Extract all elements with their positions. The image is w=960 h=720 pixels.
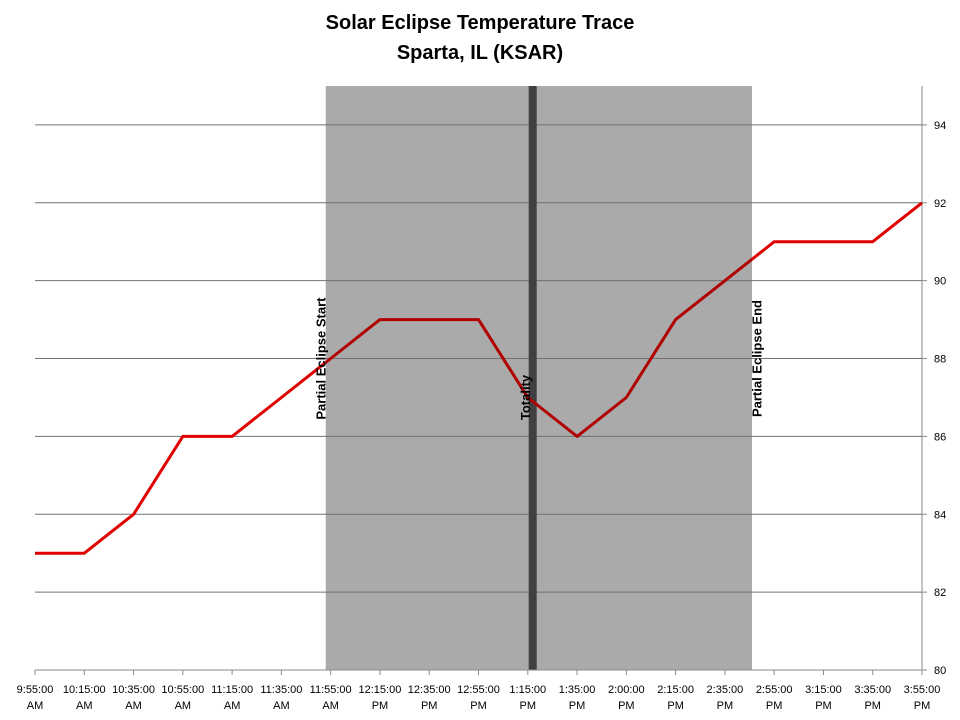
temperature-line [751,201,923,262]
x-tick-label: 10:55:00 [161,684,204,696]
x-tick-label: 2:15:00 [657,684,694,696]
x-tick-label-ampm: PM [667,700,684,712]
eclipse-shaded-region [325,86,752,670]
y-tick-label: 84 [934,509,946,521]
chart-title: Solar Eclipse Temperature Trace [325,12,635,34]
x-tick-label: 11:35:00 [260,684,302,696]
x-tick-label-ampm: AM [125,700,142,712]
temperature-line-shaded [325,257,752,438]
x-tick-label: 1:15:00 [509,684,546,696]
annotation-label: Partial Eclipse End [749,300,764,417]
x-tick-label: 11:15:00 [211,684,253,696]
x-tick-label: 3:55:00 [904,684,941,696]
x-tick-label: 9:55:00 [17,684,54,696]
x-tick-label-ampm: PM [864,700,881,712]
y-tick-label: 90 [934,276,946,288]
x-tick-label-ampm: AM [224,700,241,712]
x-tick-label-ampm: AM [76,700,93,712]
x-tick-label-ampm: PM [372,700,389,712]
annotation-label: Partial Eclipse Start [313,297,328,420]
x-tick-label: 10:35:00 [112,684,155,696]
x-tick-label: 12:35:00 [408,684,451,696]
temperature-line [35,360,326,555]
totality-bar [528,86,537,670]
x-tick-label-ampm: PM [717,700,734,712]
y-tick-label: 88 [934,354,946,366]
x-tick-label: 2:55:00 [756,684,793,696]
x-tick-label-ampm: AM [175,700,192,712]
y-tick-label: 94 [934,120,946,132]
x-tick-label-ampm: AM [273,700,290,712]
x-tick-label: 3:35:00 [854,684,891,696]
annotation-label: Totality [518,374,533,420]
y-tick-label: 92 [934,198,946,210]
y-tick-label: 86 [934,431,946,443]
x-tick-label: 10:15:00 [63,684,106,696]
x-tick-label: 12:15:00 [359,684,402,696]
x-tick-label: 2:35:00 [707,684,744,696]
x-tick-label: 2:00:00 [608,684,645,696]
x-tick-label-ampm: PM [520,700,537,712]
x-tick-label-ampm: PM [815,700,832,712]
x-tick-label-ampm: PM [569,700,586,712]
x-tick-label-ampm: AM [27,700,44,712]
x-tick-label: 3:15:00 [805,684,842,696]
x-tick-label-ampm: PM [766,700,783,712]
x-tick-label: 1:35:00 [559,684,596,696]
x-tick-label-ampm: PM [914,700,931,712]
x-tick-label-ampm: PM [421,700,438,712]
x-tick-label-ampm: PM [470,700,487,712]
x-tick-label: 12:55:00 [457,684,500,696]
y-tick-label: 80 [934,665,946,677]
x-tick-label: 11:55:00 [310,684,352,696]
x-tick-label-ampm: AM [322,700,339,712]
y-tick-label: 82 [934,587,946,599]
chart-subtitle: Sparta, IL (KSAR) [396,42,564,64]
x-tick-label-ampm: PM [618,700,635,712]
